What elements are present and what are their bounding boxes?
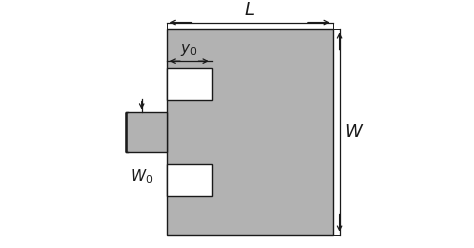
Bar [167, 164, 212, 196]
Bar [167, 68, 212, 100]
Text: $L$: $L$ [244, 1, 255, 19]
Text: $W$: $W$ [344, 123, 364, 141]
Text: $W_0$: $W_0$ [130, 168, 153, 186]
Text: $y_0$: $y_0$ [181, 42, 198, 58]
Bar [167, 30, 333, 235]
Bar [127, 112, 167, 152]
